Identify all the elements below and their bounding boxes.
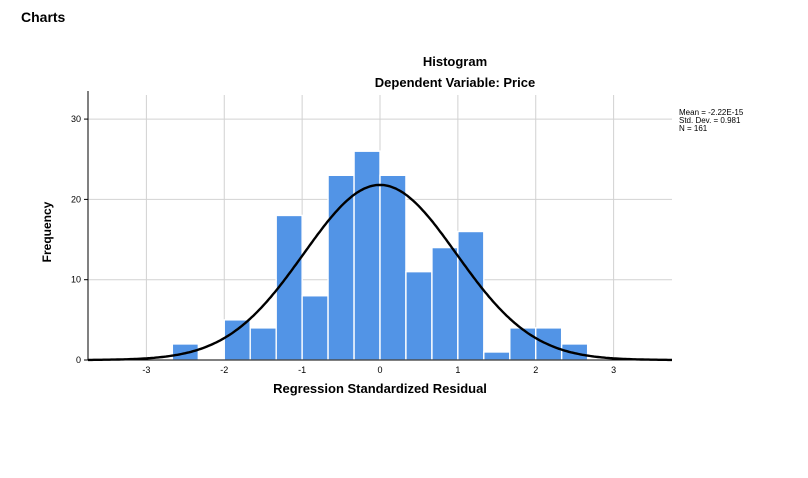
normal-curve xyxy=(88,183,672,362)
chart-subtitle: Dependent Variable: Price xyxy=(375,75,535,90)
histogram-bar xyxy=(223,319,251,361)
histogram-bar xyxy=(431,246,459,361)
x-tick-label: -3 xyxy=(142,365,150,375)
x-tick-label: 0 xyxy=(377,365,382,375)
y-tick-label: 20 xyxy=(71,194,81,204)
y-axis-label: Frequency xyxy=(40,201,54,262)
histogram-bar xyxy=(483,351,511,361)
histogram-bar xyxy=(509,327,537,361)
x-tick-labels: -3 -2 -1 0 1 2 3 xyxy=(142,365,616,375)
histogram-bar xyxy=(353,150,381,361)
x-tick-label: -1 xyxy=(298,365,306,375)
section-heading: Charts xyxy=(21,9,66,25)
y-tick-labels: 0 10 20 30 xyxy=(71,114,81,365)
histogram-bar xyxy=(457,230,485,361)
y-tick-label: 10 xyxy=(71,275,81,285)
histogram-bar xyxy=(301,295,329,361)
x-axis-label: Regression Standardized Residual xyxy=(273,381,487,396)
stat-std-dev: Std. Dev. = 0.981 xyxy=(679,116,741,125)
y-tick-label: 30 xyxy=(71,114,81,124)
histogram-bar xyxy=(275,214,303,361)
x-tick-label: 3 xyxy=(611,365,616,375)
histogram-bar xyxy=(405,270,433,361)
stat-mean: Mean = -2.22E-15 xyxy=(679,108,744,117)
histogram-bars xyxy=(171,150,589,361)
x-tick-label: 1 xyxy=(455,365,460,375)
histogram-bar xyxy=(327,174,355,361)
x-tick-label: -2 xyxy=(220,365,228,375)
chart-title: Histogram xyxy=(423,54,487,69)
stat-n: N = 161 xyxy=(679,124,708,133)
x-tick-label: 2 xyxy=(533,365,538,375)
y-tick-label: 0 xyxy=(76,355,81,365)
axes xyxy=(84,91,672,361)
histogram-bar xyxy=(249,327,277,361)
histogram-bar xyxy=(379,174,407,361)
